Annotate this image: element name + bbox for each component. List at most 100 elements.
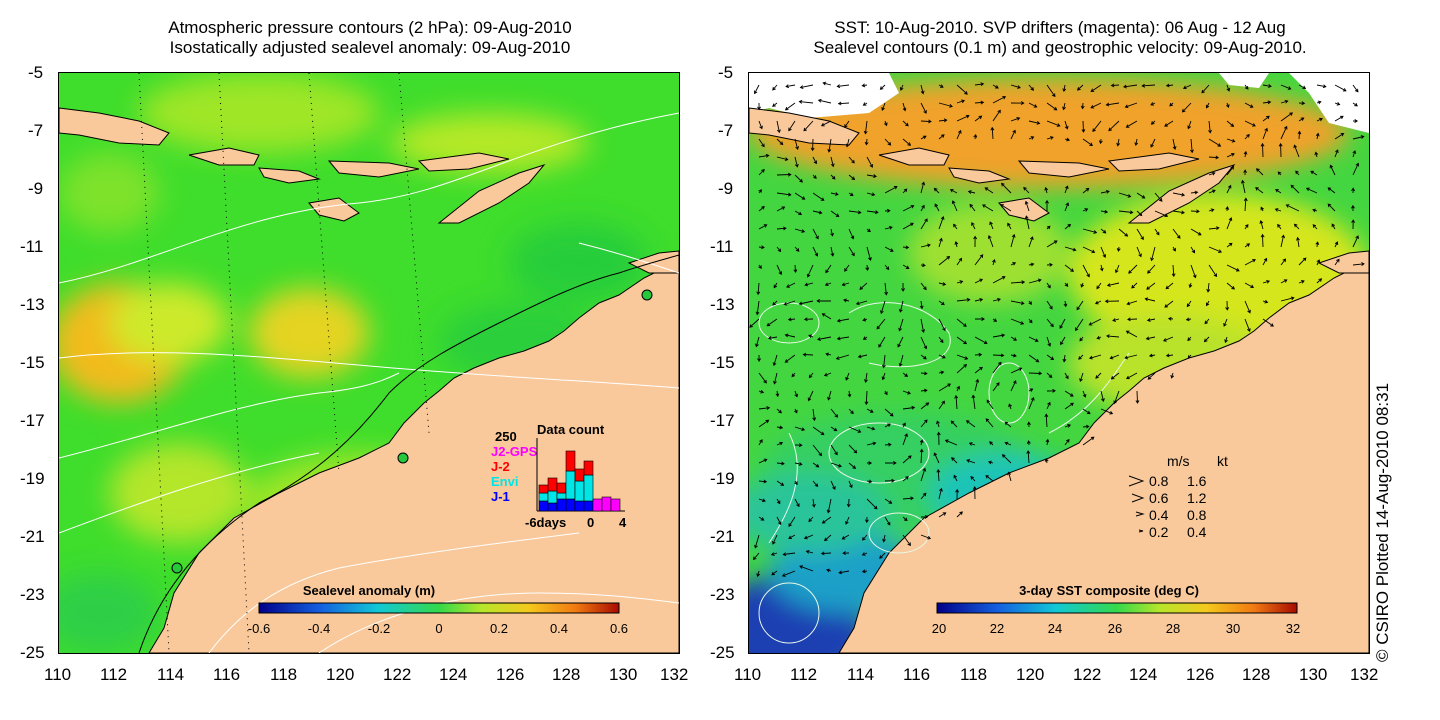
legend-ms: 0.6 [1149, 490, 1169, 506]
velocity-arrow [1010, 129, 1016, 140]
velocity-arrow [920, 84, 925, 95]
velocity-arrow [1244, 133, 1250, 140]
velocity-arrow [822, 81, 832, 86]
velocity-arrow [1146, 318, 1156, 322]
velocity-arrow [794, 426, 806, 432]
legend-header-kt: kt [1217, 453, 1228, 469]
velocity-arrow [1204, 318, 1210, 325]
velocity-arrow [1262, 279, 1271, 284]
velocity-arrow [936, 468, 941, 482]
velocity-arrow [1046, 102, 1058, 111]
velocity-arrow [1082, 208, 1089, 212]
velocity-arrow [794, 210, 803, 216]
y-tick: -9 [718, 179, 734, 198]
x-tick: 130 [1299, 665, 1328, 684]
velocity-arrow [884, 408, 894, 417]
velocity-arrow [791, 372, 796, 378]
velocity-arrow [933, 452, 940, 464]
velocity-arrow [820, 551, 832, 556]
velocity-arrow [1164, 120, 1174, 127]
x-tick: 122 [383, 665, 412, 684]
velocity-arrow [1298, 101, 1306, 106]
velocity-legend: m/s kt 0.8 1.6 0.6 1.2 0.4 0.8 0.2 0.4 [1128, 453, 1228, 540]
velocity-arrow [803, 534, 814, 540]
velocity-arrow [766, 318, 778, 327]
x-tick: 132 [1350, 665, 1379, 684]
legend-kt: 1.2 [1187, 490, 1207, 506]
y-tick: -25 [20, 643, 45, 662]
velocity-arrow [1124, 354, 1138, 360]
velocity-arrow [758, 138, 765, 148]
velocity-arrow [1310, 170, 1318, 176]
velocity-arrow [776, 172, 792, 177]
velocity-arrow [984, 187, 994, 194]
velocity-arrow [1226, 102, 1230, 109]
velocity-arrow [1108, 120, 1120, 132]
velocity-arrow [992, 361, 1002, 374]
velocity-arrow [1172, 210, 1185, 215]
velocity-arrow [827, 390, 832, 401]
velocity-arrow [773, 372, 778, 385]
velocity-arrow [817, 98, 832, 104]
left-title-line1: Atmospheric pressure contours (2 hPa): 0… [168, 18, 572, 37]
velocity-arrow [758, 458, 768, 464]
velocity-arrow [1112, 318, 1120, 322]
velocity-arrow [1226, 184, 1232, 194]
velocity-arrow [902, 534, 911, 547]
velocity-arrow [1226, 217, 1233, 230]
velocity-arrow [938, 118, 948, 123]
velocity-arrow [990, 126, 995, 140]
isobath-contour [138, 254, 679, 653]
velocity-arrow [881, 354, 886, 369]
velocity-arrow [992, 297, 1001, 302]
velocity-arrow [953, 474, 958, 482]
velocity-arrow [884, 442, 892, 447]
velocity-arrow [826, 568, 832, 573]
velocity-arrow [884, 138, 892, 146]
right-cb-tick: 30 [1226, 621, 1240, 636]
velocity-arrow [1064, 424, 1072, 428]
velocity-arrow [1028, 371, 1043, 376]
velocity-arrow [992, 382, 1000, 392]
velocity-arrow [974, 82, 985, 87]
velocity-arrow [1296, 236, 1300, 248]
velocity-arrow [1262, 100, 1272, 105]
velocity-arrow [754, 534, 760, 549]
velocity-arrow [985, 475, 994, 482]
velocity-arrow [938, 256, 951, 266]
velocity-arrow [1280, 279, 1288, 284]
velocity-arrow [1334, 241, 1339, 248]
velocity-arrow [1316, 117, 1323, 122]
velocity-arrow [825, 264, 832, 274]
velocity-arrow [1190, 190, 1199, 195]
velocity-arrow [1000, 182, 1012, 194]
velocity-arrow [1104, 299, 1120, 304]
velocity-arrow [1280, 84, 1292, 90]
velocity-arrow [1064, 402, 1074, 410]
velocity-arrow [1098, 138, 1103, 145]
velocity-arrow [1262, 299, 1269, 304]
velocity-arrow [808, 516, 814, 523]
y-tick: -17 [20, 411, 45, 430]
velocity-arrow [1243, 150, 1248, 158]
velocity-arrow [974, 115, 983, 122]
tide-gauge-marker [171, 562, 183, 574]
velocity-arrow [1352, 84, 1359, 93]
velocity-arrow [758, 406, 771, 410]
velocity-arrow [863, 372, 868, 383]
velocity-arrow [806, 264, 814, 278]
velocity-arrow [866, 498, 878, 510]
velocity-arrow [920, 467, 927, 482]
velocity-arrow [864, 390, 869, 406]
velocity-arrow [956, 511, 963, 518]
velocity-arrow [1243, 169, 1247, 176]
velocity-arrow [1136, 210, 1143, 217]
velocity-arrow [1190, 264, 1197, 279]
velocity-arrow [866, 246, 872, 261]
velocity-arrow [830, 480, 836, 490]
velocity-arrow [1064, 372, 1069, 380]
velocity-arrow [956, 257, 963, 266]
velocity-arrow [1352, 262, 1365, 266]
velocity-arrow [1260, 233, 1265, 248]
x-tick: 116 [903, 665, 931, 684]
